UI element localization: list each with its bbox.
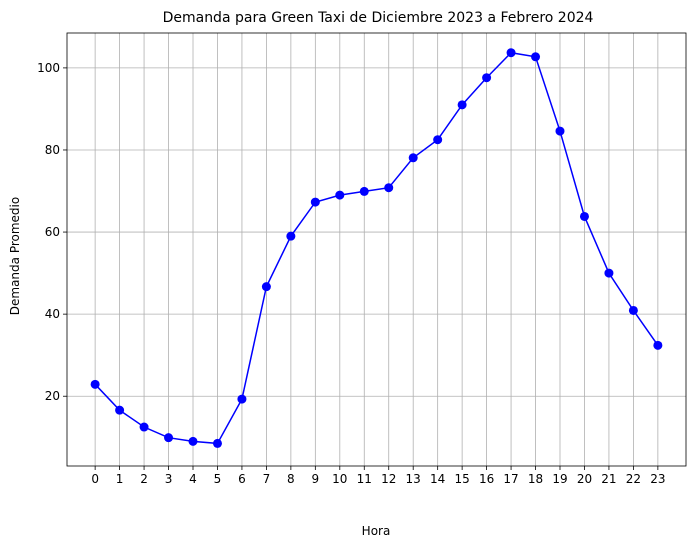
y-tick-label: 20 <box>45 389 60 403</box>
data-point <box>90 379 100 389</box>
x-tick-label: 2 <box>140 472 148 486</box>
data-point <box>139 422 149 432</box>
x-axis: 0 1 2 3 4 5 6 7 8 9 10 11 12 13 14 15 16 17 18 19 20 21 22 23 <box>91 466 666 486</box>
x-tick-label: 6 <box>238 472 246 486</box>
y-axis-label: Demanda Promedio <box>8 197 22 315</box>
grid <box>67 33 686 466</box>
y-axis: 20 40 60 80 100 <box>37 61 67 403</box>
x-tick-label: 20 <box>577 472 592 486</box>
data-point <box>531 52 541 62</box>
data-point <box>555 126 565 136</box>
y-tick-label: 100 <box>37 61 60 75</box>
data-point <box>384 183 394 193</box>
x-axis-label: Hora <box>362 524 391 538</box>
x-tick-label: 21 <box>601 472 616 486</box>
data-point <box>579 211 589 221</box>
x-tick-label: 19 <box>552 472 567 486</box>
series-line <box>94 51 659 445</box>
data-point <box>261 282 271 292</box>
data-point <box>188 436 198 446</box>
x-tick-label: 5 <box>214 472 222 486</box>
data-point <box>604 268 614 278</box>
x-tick-label: 4 <box>189 472 197 486</box>
x-tick-label: 18 <box>528 472 543 486</box>
x-tick-label: 1 <box>116 472 124 486</box>
data-point <box>335 190 345 200</box>
x-tick-label: 7 <box>263 472 271 486</box>
x-tick-label: 13 <box>406 472 421 486</box>
x-tick-label: 17 <box>503 472 518 486</box>
data-point <box>115 405 125 415</box>
data-point <box>408 153 418 163</box>
x-tick-label: 22 <box>626 472 641 486</box>
x-tick-label: 10 <box>332 472 347 486</box>
x-tick-label: 9 <box>312 472 320 486</box>
data-point <box>164 433 174 443</box>
data-point <box>506 48 516 58</box>
chart-title: Demanda para Green Taxi de Diciembre 202… <box>163 10 594 26</box>
y-tick-label: 80 <box>45 143 60 157</box>
y-tick-label: 60 <box>45 225 60 239</box>
data-point <box>653 340 663 350</box>
x-tick-label: 12 <box>381 472 396 486</box>
data-point <box>457 100 467 110</box>
x-tick-label: 15 <box>454 472 469 486</box>
x-tick-label: 16 <box>479 472 494 486</box>
plot-frame <box>66 32 687 467</box>
data-point <box>433 135 443 145</box>
x-tick-label: 14 <box>430 472 445 486</box>
series-layer <box>90 48 663 448</box>
data-point <box>310 197 320 207</box>
x-tick-label: 8 <box>287 472 295 486</box>
x-tick-label: 23 <box>650 472 665 486</box>
data-point <box>628 305 638 315</box>
data-point <box>482 73 492 83</box>
x-tick-label: 11 <box>357 472 372 486</box>
data-point <box>212 438 222 448</box>
x-tick-label: 3 <box>165 472 173 486</box>
x-tick-label: 0 <box>91 472 99 486</box>
y-tick-label: 40 <box>45 307 60 321</box>
data-point <box>286 231 296 241</box>
data-point <box>359 186 369 196</box>
data-point <box>237 394 247 404</box>
